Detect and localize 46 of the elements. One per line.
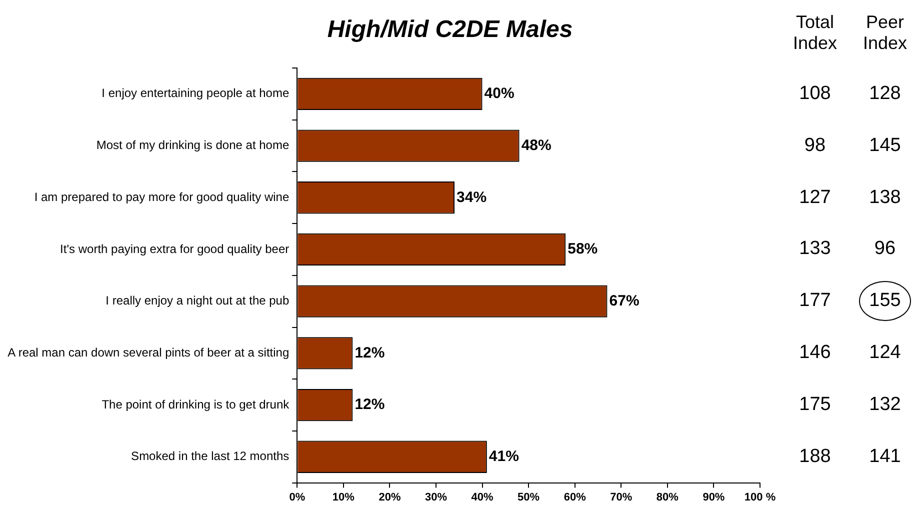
text: 128 [868, 82, 902, 105]
text: Peer Index [862, 12, 908, 54]
x-tick-label: 90% [702, 491, 725, 504]
data-label: 41% [488, 448, 519, 466]
x-tick-label: 40% [471, 491, 494, 504]
text: 146 [798, 342, 832, 364]
x-tick-label: 30% [424, 491, 448, 504]
text: 177 [798, 290, 832, 312]
chart-title: High/Mid C2DE Males [326, 16, 574, 44]
x-tick-label: 20% [378, 491, 401, 504]
data-label: 67% [609, 292, 640, 310]
y-tick-label: It's worth paying extra for good quality beer [60, 242, 290, 256]
text: 175 [798, 394, 832, 416]
text: 188 [798, 446, 832, 468]
data-label: 12% [354, 396, 385, 414]
y-tick-label: Most of my drinking is done at home [96, 138, 290, 152]
y-tick-label: A real man can down several pints of beer at a sitting [8, 345, 290, 360]
text: 132 [868, 394, 902, 416]
y-tick-label: I really enjoy a night out at the pub [106, 294, 290, 308]
text: 133 [798, 238, 832, 260]
text: 96 [873, 238, 897, 260]
y-tick-label: Smoked in the last 12 months [131, 449, 290, 464]
x-tick-label: 0% [289, 491, 306, 504]
text: 127 [798, 186, 832, 209]
text: 108 [798, 82, 832, 105]
text: 155 [868, 290, 902, 312]
x-tick-label: 70% [610, 491, 632, 504]
text: Total Index [792, 12, 838, 54]
x-tick-label: 60% [564, 491, 586, 504]
y-tick-label: I enjoy entertaining people at home [102, 86, 290, 100]
x-tick-label: 80% [656, 491, 679, 504]
data-label: 40% [484, 85, 514, 102]
x-tick-label: 100 % [744, 491, 776, 504]
data-label: 12% [354, 344, 385, 362]
data-label: 34% [456, 188, 487, 206]
data-label: 58% [568, 240, 598, 258]
text: 98 [803, 134, 827, 157]
text: 124 [868, 342, 902, 364]
x-tick-label: 10% [332, 491, 355, 504]
text: 145 [868, 134, 902, 157]
y-tick-label: I am prepared to pay more for good quality wine [34, 190, 290, 204]
text: 138 [868, 186, 902, 209]
text: 141 [868, 446, 902, 468]
x-tick-label: 50% [518, 491, 540, 504]
y-tick-label: The point of drinking is to get drunk [102, 397, 290, 412]
data-label: 48% [521, 136, 552, 154]
